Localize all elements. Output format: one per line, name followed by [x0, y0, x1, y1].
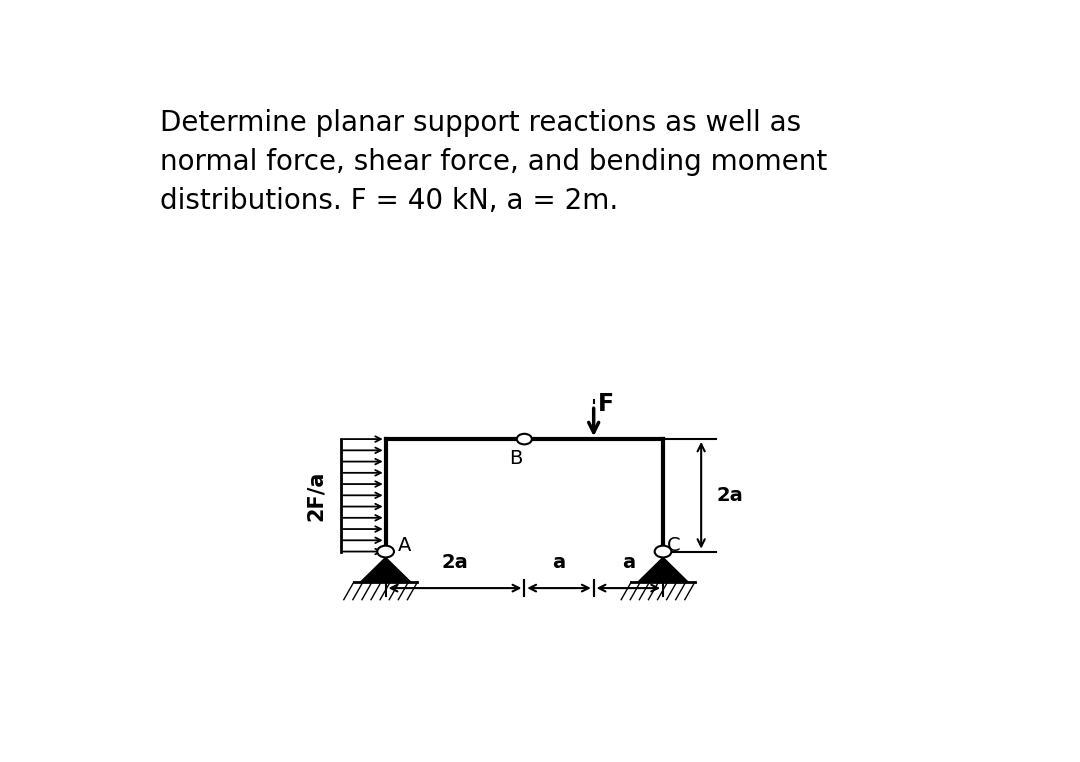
- Text: Determine planar support reactions as well as
normal force, shear force, and ben: Determine planar support reactions as we…: [160, 109, 827, 215]
- Text: C: C: [667, 536, 680, 555]
- Polygon shape: [638, 558, 688, 582]
- Text: 2F/a: 2F/a: [307, 470, 326, 520]
- Text: 2a: 2a: [716, 486, 743, 504]
- Circle shape: [654, 546, 672, 558]
- Text: A: A: [399, 536, 411, 555]
- Text: a: a: [622, 552, 635, 572]
- Circle shape: [517, 434, 531, 444]
- Circle shape: [377, 546, 394, 558]
- Text: 2a: 2a: [442, 552, 469, 572]
- Text: a: a: [553, 552, 566, 572]
- Text: F: F: [598, 392, 613, 416]
- Polygon shape: [361, 558, 410, 582]
- Text: B: B: [510, 450, 523, 468]
